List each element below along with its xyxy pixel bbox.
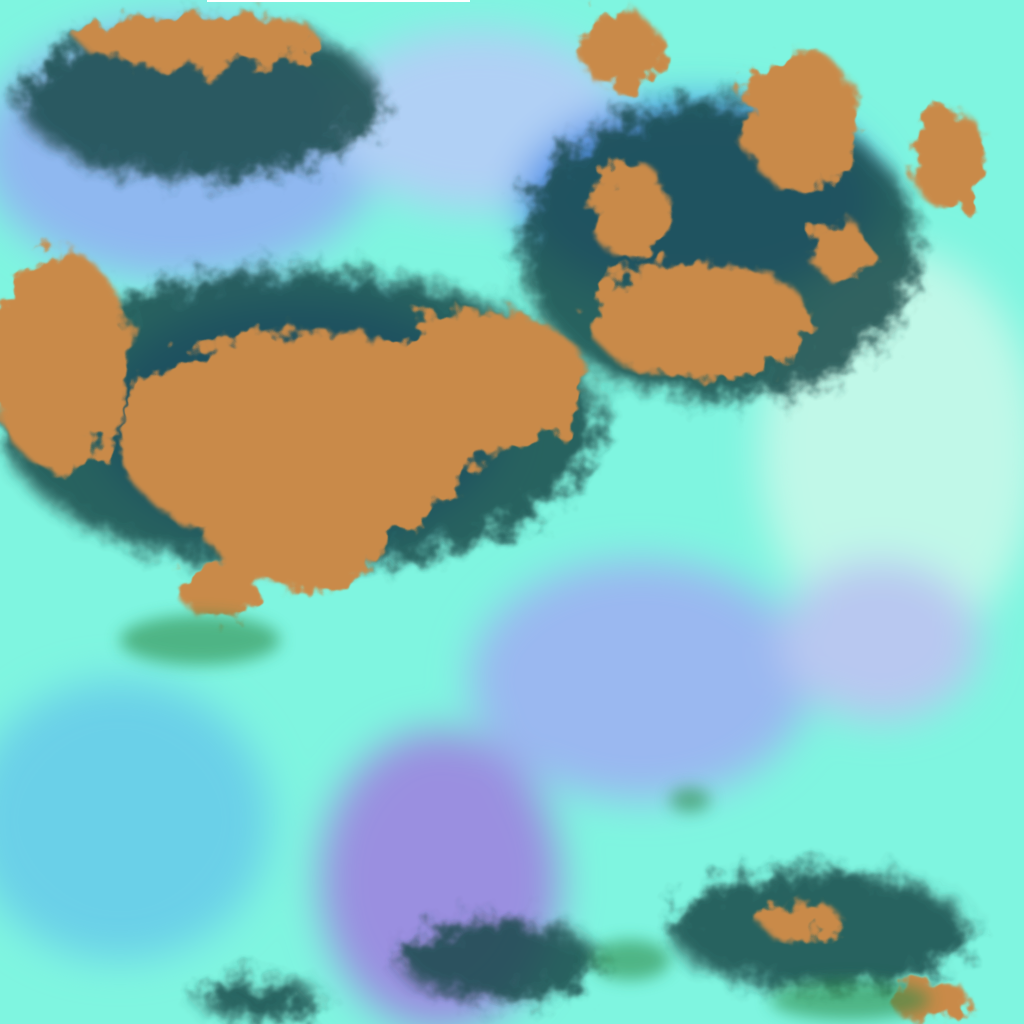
top-edge-line: [207, 0, 470, 2]
vegetation-layer: [120, 615, 930, 1020]
orange-land-layer: [0, 10, 990, 1020]
